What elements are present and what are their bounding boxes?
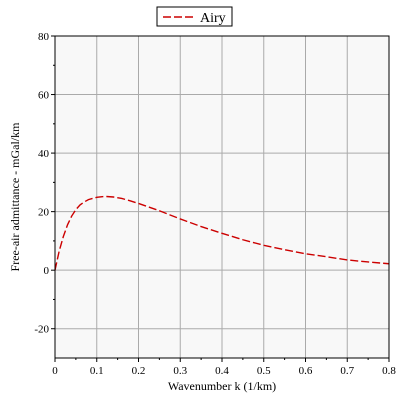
legend: Airy	[156, 6, 233, 27]
x-axis-title: Wavenumber k (1/km)	[168, 379, 276, 393]
x-tick-label: 0.1	[90, 365, 104, 377]
x-tick-label: 0	[52, 365, 58, 377]
x-tick-label: 0.6	[299, 365, 313, 377]
tick-marks	[51, 35, 390, 362]
series-layer	[54, 195, 390, 271]
y-tick-label: 0	[44, 265, 50, 277]
y-tick-label: 60	[38, 90, 50, 102]
y-tick-label: 80	[38, 31, 50, 43]
y-tick-labels: -20 0 20 40 60 80	[34, 31, 49, 336]
y-tick-label: -20	[34, 324, 49, 336]
legend-box	[156, 6, 233, 27]
y-tick-label: 40	[38, 148, 50, 160]
x-tick-label: 0.5	[257, 365, 271, 377]
x-tick-label: 0.7	[340, 365, 354, 377]
y-tick-label: 20	[38, 207, 50, 219]
series-line-airy	[54, 195, 390, 271]
legend-label-airy: Airy	[200, 11, 226, 26]
x-tick-label: 0.3	[173, 365, 187, 377]
x-tick-labels: 0 0.1 0.2 0.3 0.4 0.5 0.6 0.7 0.8	[52, 365, 396, 377]
y-axis-title: Free-air admittance - mGal/km	[8, 122, 22, 272]
x-tick-label: 0.4	[215, 365, 229, 377]
x-tick-label: 0.8	[382, 365, 396, 377]
x-tick-label: 0.2	[132, 365, 146, 377]
